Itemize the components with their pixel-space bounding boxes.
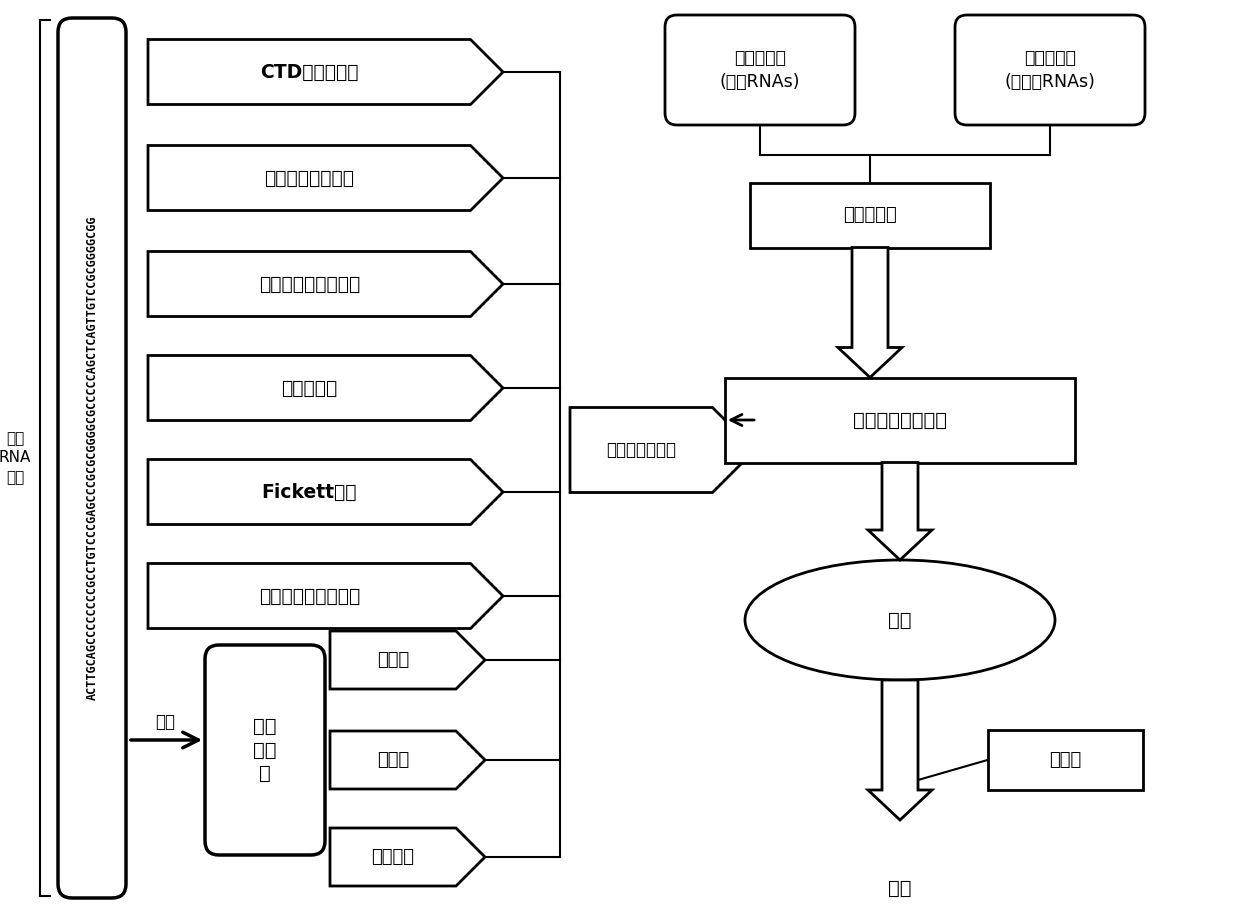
Polygon shape (148, 146, 503, 211)
Polygon shape (148, 355, 503, 420)
Polygon shape (330, 631, 485, 689)
Text: 训练数据集: 训练数据集 (843, 206, 897, 224)
Text: 开放阅读框的覆盖率: 开放阅读框的覆盖率 (259, 275, 360, 293)
FancyBboxPatch shape (205, 645, 325, 855)
FancyBboxPatch shape (955, 15, 1145, 125)
Text: 开放阅读框的长度: 开放阅读框的长度 (264, 169, 355, 188)
Text: 翻译: 翻译 (155, 713, 176, 731)
FancyBboxPatch shape (665, 15, 856, 125)
Text: 支持向量机分类器: 支持向量机分类器 (853, 410, 947, 430)
Text: ACTTGCAGCCCCCCCCGCCTGTCCCGAGCCCGCGCGGGGCGCCCCCAGCTCAGTTGTCCGCGGGGCGG: ACTTGCAGCCCCCCCCGCCTGTCCCGAGCCCGCGCGGGGC… (86, 216, 98, 700)
Text: Fickett打分: Fickett打分 (262, 483, 357, 501)
Text: 相关度和冗余度: 相关度和冗余度 (606, 441, 676, 459)
Polygon shape (148, 39, 503, 104)
Bar (987, 730, 1142, 790)
Polygon shape (148, 252, 503, 317)
Polygon shape (330, 828, 485, 886)
Text: 六聚体打分: 六聚体打分 (281, 378, 337, 398)
FancyBboxPatch shape (58, 18, 126, 898)
Text: 一条
RNA
序列: 一条 RNA 序列 (0, 431, 31, 485)
Polygon shape (868, 463, 932, 560)
Polygon shape (148, 563, 503, 628)
Text: 模型: 模型 (888, 610, 911, 629)
Text: CTD编码的特征: CTD编码的特征 (260, 62, 358, 82)
Polygon shape (330, 731, 485, 789)
Text: 亲水性: 亲水性 (377, 751, 409, 769)
Text: 开放阅读框的完整性: 开放阅读框的完整性 (259, 586, 360, 605)
Text: 阴性数据集
(非编码RNAs): 阴性数据集 (非编码RNAs) (1004, 49, 1095, 91)
Ellipse shape (745, 560, 1055, 680)
Text: 分析: 分析 (888, 878, 911, 898)
Polygon shape (868, 680, 932, 820)
Text: 不稳定性: 不稳定性 (372, 848, 414, 866)
Polygon shape (838, 247, 901, 377)
Text: 蛋白
质序
列: 蛋白 质序 列 (253, 717, 277, 783)
Polygon shape (148, 460, 503, 525)
Polygon shape (570, 408, 755, 493)
Bar (750, 182, 990, 247)
Text: 阳性数据集
(编码RNAs): 阳性数据集 (编码RNAs) (719, 49, 800, 91)
Bar (725, 377, 1075, 463)
Text: 等电点: 等电点 (377, 651, 409, 669)
Text: 测试集: 测试集 (1049, 751, 1081, 769)
